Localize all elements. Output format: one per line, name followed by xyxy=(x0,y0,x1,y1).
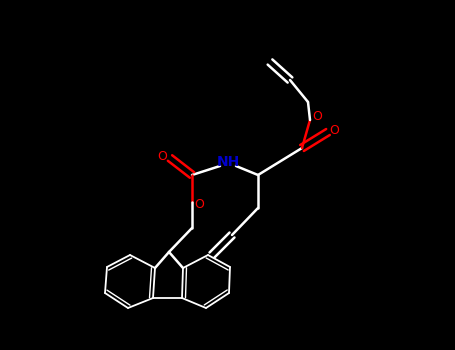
Text: NH: NH xyxy=(217,155,240,169)
Text: O: O xyxy=(312,111,322,124)
Text: O: O xyxy=(329,124,339,136)
Text: O: O xyxy=(194,198,204,211)
Text: O: O xyxy=(157,149,167,162)
